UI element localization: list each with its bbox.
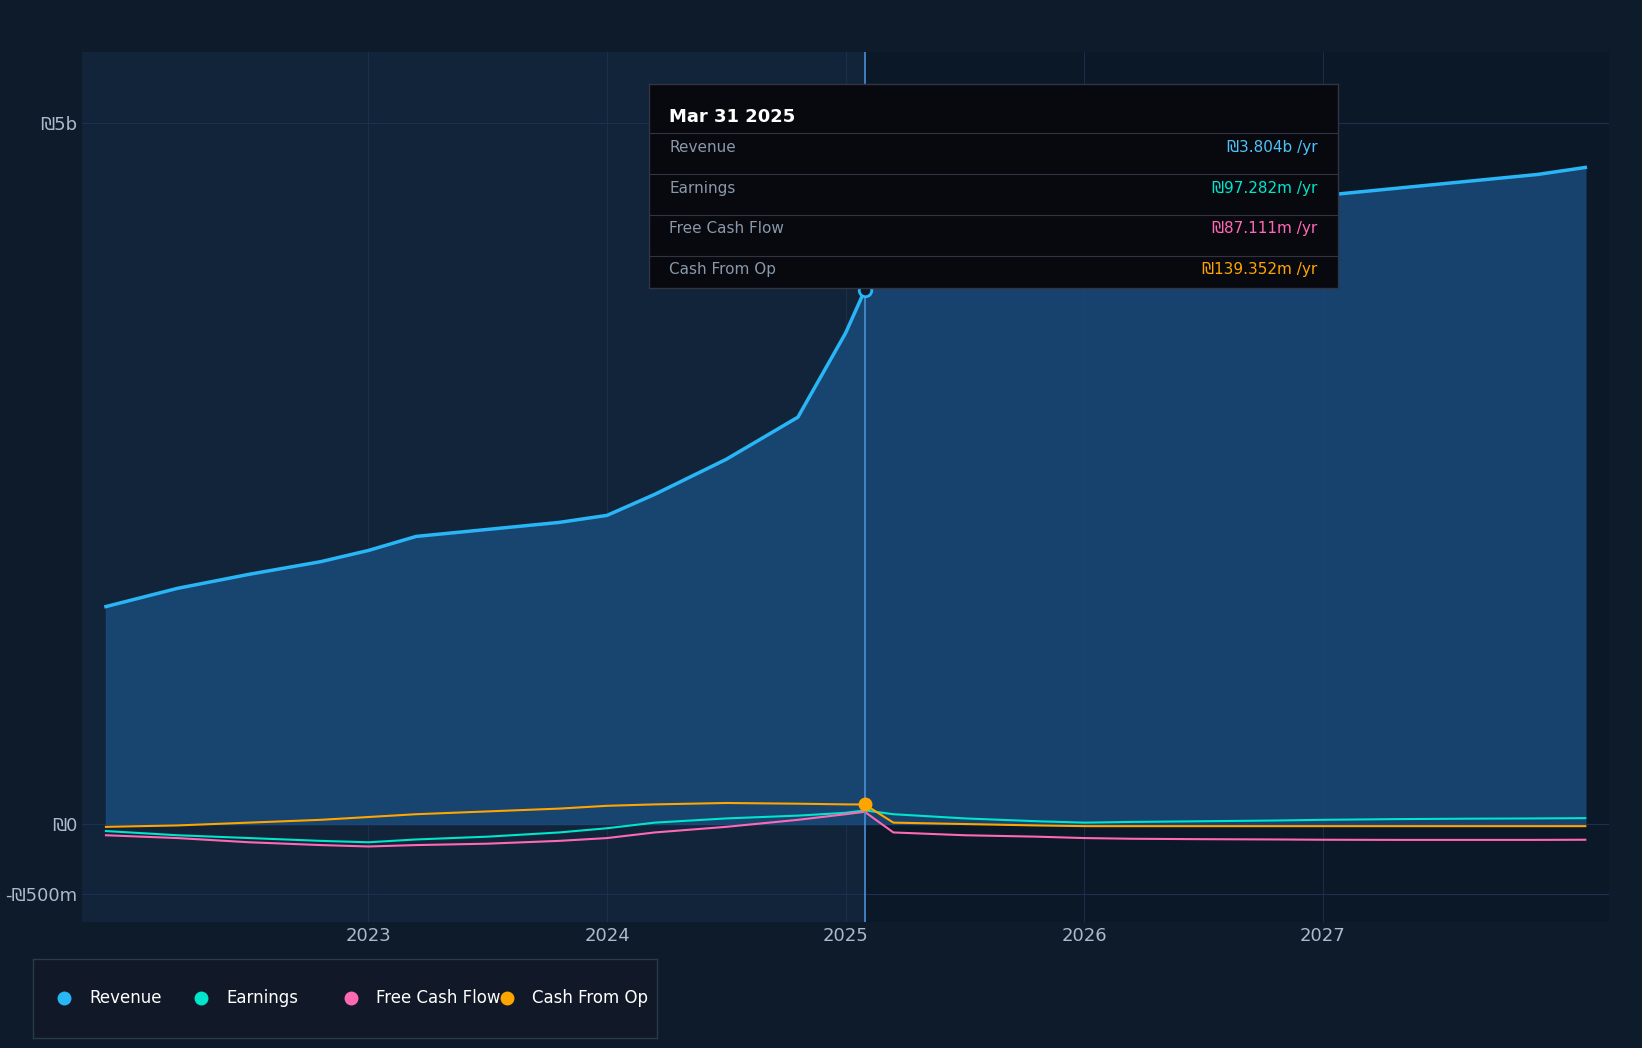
Text: Free Cash Flow: Free Cash Flow: [376, 989, 501, 1007]
Text: Past: Past: [785, 145, 821, 163]
Text: Analysts Forecasts: Analysts Forecasts: [882, 145, 1049, 163]
Text: Mar 31 2025: Mar 31 2025: [670, 108, 795, 127]
Text: ₪139.352m /yr: ₪139.352m /yr: [1202, 262, 1317, 278]
Bar: [865, 52, 1609, 922]
Text: ₪3.804b /yr: ₪3.804b /yr: [1227, 139, 1317, 155]
Bar: [82, 52, 865, 922]
Text: Free Cash Flow: Free Cash Flow: [670, 221, 785, 237]
Text: Cash From Op: Cash From Op: [532, 989, 649, 1007]
Text: Revenue: Revenue: [89, 989, 161, 1007]
Text: Revenue: Revenue: [670, 139, 736, 155]
Text: Earnings: Earnings: [670, 180, 736, 196]
Text: Earnings: Earnings: [227, 989, 299, 1007]
Text: Cash From Op: Cash From Op: [670, 262, 777, 278]
Text: ₪87.111m /yr: ₪87.111m /yr: [1212, 221, 1317, 237]
Text: ₪97.282m /yr: ₪97.282m /yr: [1212, 180, 1317, 196]
